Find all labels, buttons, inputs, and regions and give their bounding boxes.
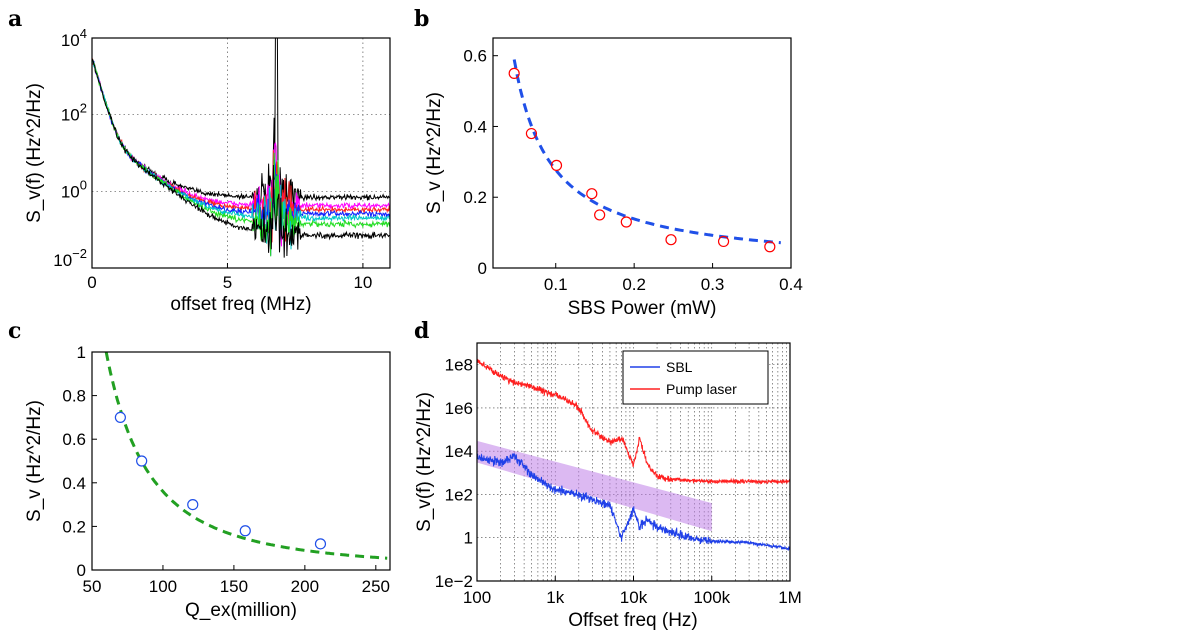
panel-c-x-label: Q_ex(million) <box>185 600 297 621</box>
panel-c-point-3 <box>239 525 251 537</box>
panel-a-x-label: offset freq (MHz) <box>170 294 311 315</box>
panel-c-x-tick-0: 50 <box>83 577 102 596</box>
panel-d-x-tick-3: 100k <box>693 588 730 607</box>
panel-c-point-0 <box>114 411 126 423</box>
panel-c-x-tick-1: 100 <box>149 577 177 596</box>
panel-c-y-tick-2: 0.4 <box>62 474 86 493</box>
panel-d-series-pump-laser <box>477 358 790 485</box>
panel-a-x-ticks: 0 5 10 <box>87 263 372 292</box>
panel-c-x-tick-2: 150 <box>220 577 248 596</box>
panel-c-y-ticks: 0 0.2 0.4 0.6 0.8 1 <box>62 343 97 580</box>
legend-box <box>622 350 769 405</box>
panel-d-y-ticks: 1e−2 1 1e2 1e4 1e6 1e8 <box>435 356 473 591</box>
panel-b-fit-line <box>512 59 781 245</box>
panel-d-series-sbl <box>477 452 790 552</box>
panel-d-y-tick-0: 1e−2 <box>435 572 473 591</box>
panel-d-x-ticks: 100 1k 10k 100k 1M <box>463 576 802 607</box>
panel-a-x-tick-2: 10 <box>353 273 372 292</box>
panel-b-y-tick-1: 0.2 <box>463 188 487 207</box>
panel-a-y-tick-3: 10−2 <box>53 246 87 270</box>
panel-c-x-ticks: 50 100 150 200 250 <box>83 565 390 596</box>
panel-d-y-tick-4: 1e6 <box>445 399 473 418</box>
panel-c-point-1 <box>136 455 148 467</box>
panel-b-y-tick-0: 0 <box>478 259 487 278</box>
panel-c-y-tick-0: 0 <box>77 561 86 580</box>
panel-c-axes-box <box>91 351 391 571</box>
panel-b-point-3 <box>586 188 598 200</box>
panel-a-grid <box>92 38 390 268</box>
panel-c-fit-line <box>104 351 388 560</box>
panel-d-y-tick-3: 1e4 <box>445 442 473 461</box>
legend-label-pump: Pump laser <box>666 381 737 397</box>
panel-d-x-tick-4: 1M <box>778 588 802 607</box>
panel-c-point-4 <box>314 538 327 550</box>
panel-b-point-0 <box>508 67 520 79</box>
panel-b-x-tick-0: 0.1 <box>544 275 568 294</box>
panel-c-y-tick-5: 1 <box>77 343 86 362</box>
panel-label-b: b <box>414 6 429 32</box>
panel-b-x-tick-2: 0.3 <box>701 275 725 294</box>
panel-d-x-tick-0: 100 <box>463 588 491 607</box>
legend-label-sbl: SBL <box>666 359 693 375</box>
panel-a-y-ticks: 104 102 100 10−2 <box>53 26 87 270</box>
panel-b-y-ticks: 0 0.2 0.4 0.6 <box>463 47 498 278</box>
panel-c-y-label: S_v (Hz^2/Hz) <box>24 400 45 522</box>
panel-a-chart: 0 5 10 104 102 100 10−2 offset freq (MHz) S_v… <box>24 26 391 315</box>
panel-a-y-tick-0: 104 <box>61 26 87 50</box>
panel-a-y-tick-2: 100 <box>61 177 87 201</box>
panel-c-y-tick-3: 0.6 <box>62 430 86 449</box>
panel-d-uncertainty-band <box>477 440 712 532</box>
panel-b-x-tick-3: 0.4 <box>779 275 803 294</box>
panel-b-series <box>508 59 781 253</box>
panel-a-x-tick-1: 5 <box>223 273 232 292</box>
panel-a-y-label: S_v(f) (Hz^2/Hz) <box>24 83 45 223</box>
panel-a-y-tick-1: 102 <box>61 101 87 125</box>
panel-b-point-6 <box>665 234 677 246</box>
panel-b-point-1 <box>525 127 538 140</box>
panel-b-y-tick-3: 0.6 <box>463 47 487 66</box>
panel-a-trace-black-2 <box>92 58 391 258</box>
panel-b-y-tick-2: 0.4 <box>463 117 487 136</box>
panel-c-y-tick-4: 0.8 <box>62 387 86 406</box>
panel-d-x-tick-2: 10k <box>620 588 648 607</box>
panel-d-y-tick-1: 1 <box>464 529 473 548</box>
panel-b-x-ticks: 0.1 0.2 0.3 0.4 <box>544 263 803 294</box>
panel-b-point-8 <box>764 241 776 253</box>
panel-d-y-tick-2: 1e2 <box>445 485 473 504</box>
panel-c-y-tick-1: 0.2 <box>62 517 86 536</box>
panel-a-axes-box <box>91 37 391 269</box>
panel-c-point-2 <box>187 499 199 511</box>
panel-c-x-tick-4: 250 <box>362 577 390 596</box>
panel-d-y-tick-5: 1e8 <box>445 356 473 375</box>
panel-b-point-2 <box>550 159 563 171</box>
panel-b-point-4 <box>594 209 606 221</box>
panel-d-series <box>477 358 790 552</box>
panel-b-x-label: SBS Power (mW) <box>568 298 717 319</box>
panel-label-c: c <box>8 318 21 344</box>
panel-d-legend: SBL Pump laser <box>622 350 769 405</box>
panel-c-x-tick-3: 200 <box>291 577 319 596</box>
panel-c-chart: 50 100 150 200 250 0 0.2 0.4 0.6 0.8 1 Q_ex(milli… <box>24 343 391 621</box>
panel-b-axes-box <box>492 37 792 269</box>
panel-b-y-label: S_v (Hz^2/Hz) <box>424 92 445 214</box>
panel-label-a: a <box>8 6 22 32</box>
panel-a-trace-black-1 <box>92 37 391 230</box>
panel-b-point-7 <box>717 235 730 248</box>
panel-a-series <box>92 37 391 258</box>
panel-d-x-tick-1: 1k <box>546 588 564 607</box>
panel-label-d: d <box>414 318 429 344</box>
panel-b-point-5 <box>620 216 632 228</box>
panel-d-chart: 100 1k 10k 100k 1M 1e−2 1 1e2 1e4 1e6 1e8 SBL Pum… <box>414 342 802 631</box>
panel-b-chart: 0.1 0.2 0.3 0.4 0 0.2 0.4 0.6 SBS Power (mW) S… <box>424 37 803 319</box>
panel-d-y-label: S_v(f) (Hz^2/Hz) <box>414 392 435 532</box>
panel-b-x-tick-1: 0.2 <box>622 275 646 294</box>
panel-c-series <box>104 351 388 560</box>
panel-a-x-tick-0: 0 <box>87 273 96 292</box>
panel-d-x-label: Offset freq (Hz) <box>568 610 698 631</box>
